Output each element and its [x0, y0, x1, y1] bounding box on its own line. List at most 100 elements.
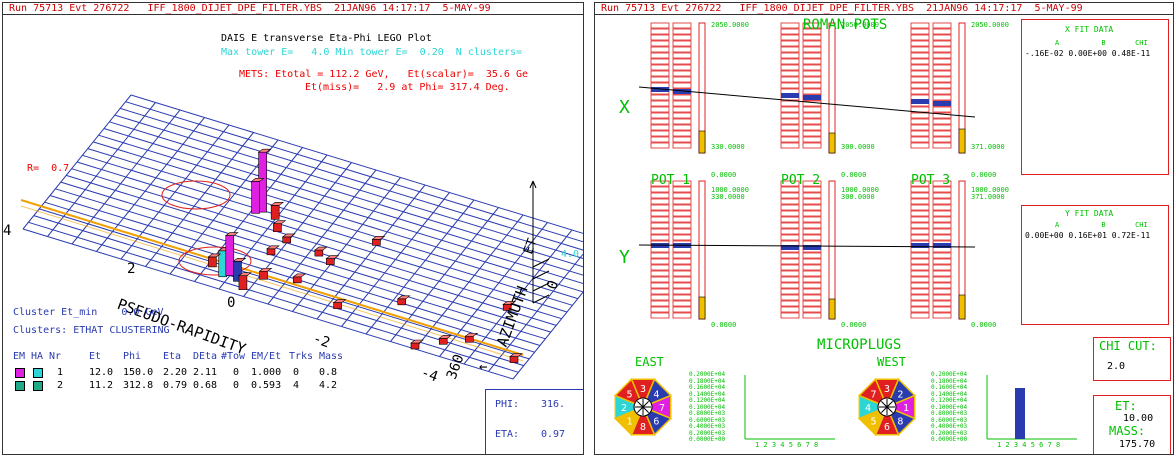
- pot-strip: [780, 192, 800, 199]
- pot-strip: [780, 312, 800, 319]
- hist-tick-label: 0.0000E+00: [689, 436, 726, 443]
- pot-strip: [780, 276, 800, 283]
- pot-strip: [910, 258, 930, 265]
- pot-strip: [802, 216, 822, 223]
- et-value: 10.00: [1123, 413, 1154, 424]
- pot-strip: [650, 40, 670, 47]
- pot-strip: [910, 88, 930, 95]
- octant-label: 6: [653, 416, 659, 427]
- clustering-method: Clusters: ETHAT CLUSTERING: [13, 325, 170, 336]
- pot-bar-fill: [698, 130, 706, 154]
- pot-strip: [650, 28, 670, 35]
- pot-bar-fill: [958, 128, 966, 154]
- pot-strip: [802, 282, 822, 289]
- pot3-y-scale-bot: 0.0000: [971, 321, 997, 329]
- hist-tick-label: 0.1600E+04: [689, 384, 726, 391]
- phi-eta-box: [485, 389, 583, 454]
- pot-strip: [672, 58, 692, 65]
- pot-strip: [780, 82, 800, 89]
- pot-strip: [780, 76, 800, 83]
- pot-strip: [932, 282, 952, 289]
- pot-strip: [910, 40, 930, 47]
- octant-segment: [857, 377, 889, 409]
- pot-strip: [932, 88, 952, 95]
- table-cell: 0: [233, 367, 240, 378]
- lego-tower: [292, 276, 302, 284]
- pot-strip: [802, 112, 822, 119]
- pot-strip: [802, 252, 822, 259]
- pot-strip: [780, 198, 800, 205]
- hist-tick-label: 0.2000E+03: [931, 429, 968, 437]
- pot-strip: [650, 100, 670, 107]
- pot-strip: [780, 52, 800, 59]
- octant-label: 4: [653, 390, 659, 401]
- hist-tick-label: 0.1400E+04: [931, 390, 968, 398]
- west-hist-x: 1 2 3 4 5 6 7 8: [997, 441, 1061, 449]
- pot-strip: [802, 288, 822, 295]
- pot-strip: [780, 288, 800, 295]
- x-fit-line: [638, 86, 976, 118]
- et-axis-ticks: [532, 258, 550, 304]
- pot-strip: [910, 142, 930, 149]
- hit-strip: [673, 89, 691, 94]
- y-label: Y: [619, 247, 630, 268]
- pot-strip: [932, 204, 952, 211]
- pot2-x-scale-top: 2050.0000: [841, 21, 879, 29]
- col-ntow: #Tow: [221, 351, 246, 362]
- pot-strip: [802, 222, 822, 229]
- hit-strip: [803, 245, 821, 250]
- pot-strip: [932, 312, 952, 319]
- table-cell: 1: [57, 367, 64, 378]
- pot-strip: [672, 34, 692, 41]
- pot-strip: [672, 300, 692, 307]
- lego-tower: [259, 270, 268, 280]
- microplugs-title: MICROPLUGS: [817, 337, 902, 353]
- pot-strip: [802, 76, 822, 83]
- pot-strip: [802, 192, 822, 199]
- pot-strip: [910, 130, 930, 137]
- y-fit-values: 0.00E+00 0.16E+01 0.72E-11: [1025, 231, 1151, 240]
- pot-strip: [672, 222, 692, 229]
- et-max-label: 4.0: [561, 249, 580, 260]
- pot-strip: [910, 22, 930, 29]
- pot-strip: [650, 94, 670, 101]
- pot-strip: [910, 34, 930, 41]
- y-fit-line: [638, 244, 976, 248]
- pot-strip: [910, 264, 930, 271]
- pot-strip: [650, 282, 670, 289]
- pot-strip: [802, 142, 822, 149]
- roman-pots-title: ROMAN POTS: [803, 17, 888, 33]
- lego-tower: [314, 249, 324, 257]
- pot-strip: [650, 198, 670, 205]
- pot-strip: [672, 94, 692, 101]
- pot-strip: [910, 228, 930, 235]
- octant-label: 5: [871, 416, 877, 427]
- pot-strip: [672, 294, 692, 301]
- table-cell: 2: [57, 380, 64, 391]
- pot-strip: [672, 276, 692, 283]
- pot-strip: [650, 136, 670, 143]
- pot-strip: [780, 58, 800, 65]
- col-emet: EM/Et: [251, 351, 282, 362]
- pot-strip: [910, 288, 930, 295]
- pot-strip: [910, 234, 930, 241]
- pot-strip: [910, 58, 930, 65]
- pot1-y-scale-bot: 0.0000: [711, 321, 737, 329]
- hist-tick-label: 0.8000E+03: [931, 410, 968, 417]
- pot2-y-scale-bot: 0.0000: [841, 321, 867, 329]
- table-cell: 11.2: [89, 380, 114, 391]
- pot-strip: [932, 28, 952, 35]
- table-cell: 2.20: [163, 367, 188, 378]
- pot-strip: [932, 34, 952, 41]
- pot-strip: [672, 70, 692, 77]
- chi-cut-value: 2.0: [1107, 361, 1126, 372]
- pot1-x-scale-top: 2050.0000: [711, 21, 749, 29]
- west-hist-bar-3: [1015, 388, 1025, 439]
- octant-label: 3: [884, 384, 890, 395]
- octant-label: 2: [621, 403, 627, 414]
- hist-tick-label: 0.2000E+03: [689, 429, 726, 437]
- pot-strip: [932, 228, 952, 235]
- pot-strip: [802, 264, 822, 271]
- west-label: WEST: [877, 355, 906, 369]
